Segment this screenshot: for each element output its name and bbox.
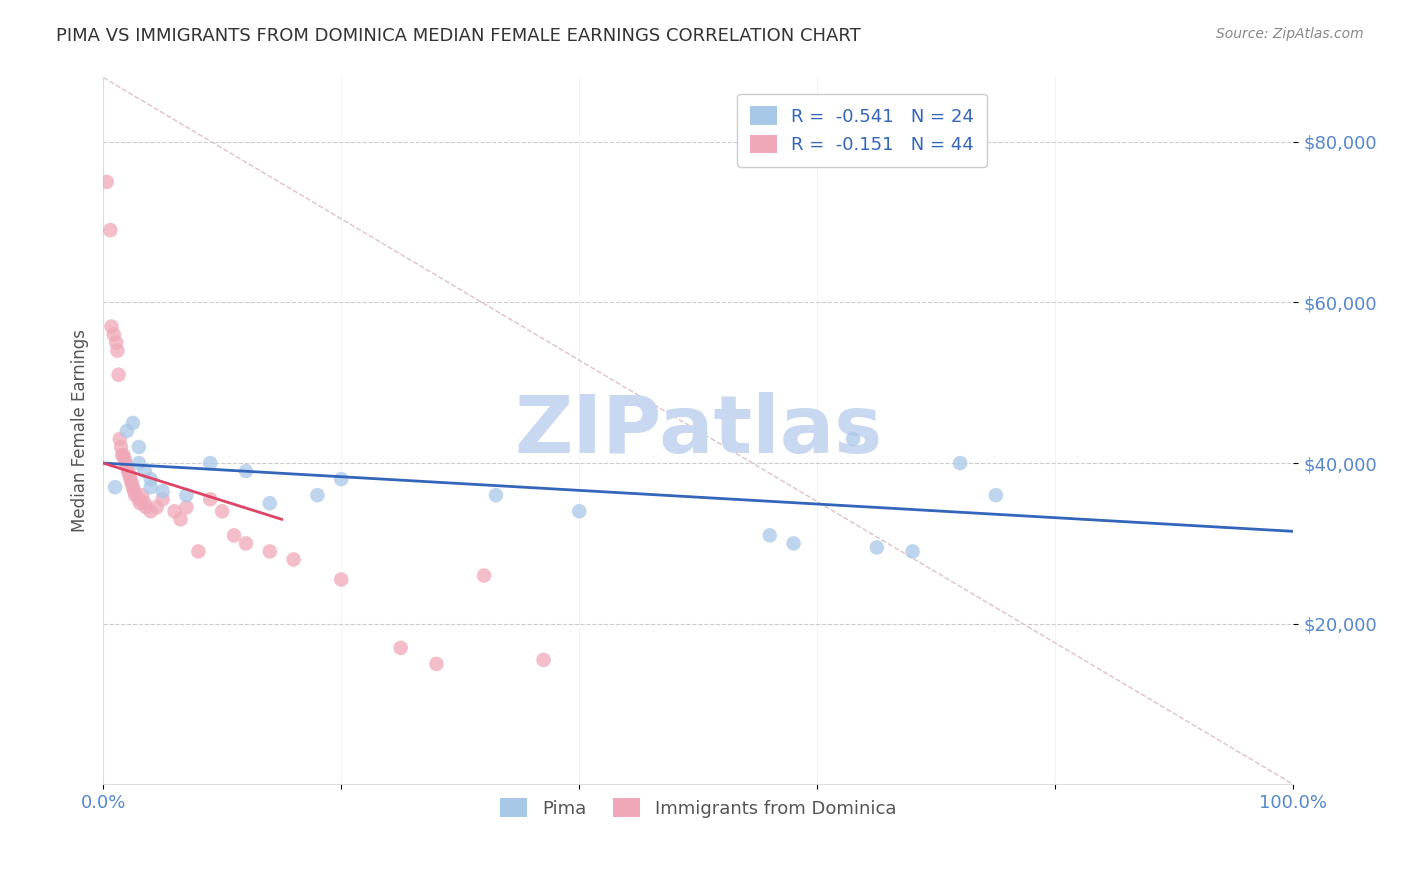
Point [425,657,447,671]
Point [330,472,353,486]
Point [758,528,780,542]
Point [533,653,555,667]
Point [200,456,222,470]
Point [169,512,191,526]
Text: ZIPatlas: ZIPatlas [515,392,883,470]
Point [330,573,353,587]
Point [112,448,135,462]
Point [115,460,138,475]
Point [134,496,156,510]
Point [235,464,257,478]
Point [107,368,129,382]
Point [259,496,281,510]
Point [842,432,865,446]
Y-axis label: Median Female Earnings: Median Female Earnings [72,329,89,533]
Point [283,552,305,566]
Point [145,500,167,515]
Point [129,496,152,510]
Point [103,327,125,342]
Point [307,488,329,502]
Point [152,492,174,507]
Point [128,440,150,454]
Point [901,544,924,558]
Point [108,432,131,446]
Point [115,424,138,438]
Point [128,456,150,470]
Point [139,472,162,486]
Point [782,536,804,550]
Point [121,476,143,491]
Point [949,456,972,470]
Point [118,468,141,483]
Text: PIMA VS IMMIGRANTS FROM DOMINICA MEDIAN FEMALE EARNINGS CORRELATION CHART: PIMA VS IMMIGRANTS FROM DOMINICA MEDIAN … [56,27,860,45]
Point [200,492,222,507]
Point [176,500,198,515]
Point [128,492,150,507]
Point [100,319,122,334]
Point [187,544,209,558]
Point [96,175,118,189]
Point [135,500,157,515]
Legend: Pima, Immigrants from Dominica: Pima, Immigrants from Dominica [494,791,904,825]
Point [211,504,233,518]
Point [568,504,591,518]
Point [98,223,121,237]
Point [389,640,412,655]
Point [139,504,162,518]
Point [984,488,1007,502]
Point [117,464,139,478]
Point [107,343,129,358]
Point [104,480,127,494]
Point [259,544,281,558]
Point [152,484,174,499]
Point [485,488,508,502]
Point [472,568,495,582]
Point [222,528,245,542]
Point [114,452,136,467]
Point [134,464,156,478]
Point [105,335,128,350]
Point [120,472,142,486]
Point [866,541,889,555]
Point [176,488,198,502]
Point [122,480,145,494]
Point [114,456,136,470]
Point [139,480,162,494]
Point [163,504,186,518]
Point [111,448,134,462]
Point [124,488,146,502]
Text: Source: ZipAtlas.com: Source: ZipAtlas.com [1216,27,1364,41]
Point [110,440,132,454]
Point [122,484,145,499]
Point [122,416,145,430]
Point [131,488,153,502]
Point [235,536,257,550]
